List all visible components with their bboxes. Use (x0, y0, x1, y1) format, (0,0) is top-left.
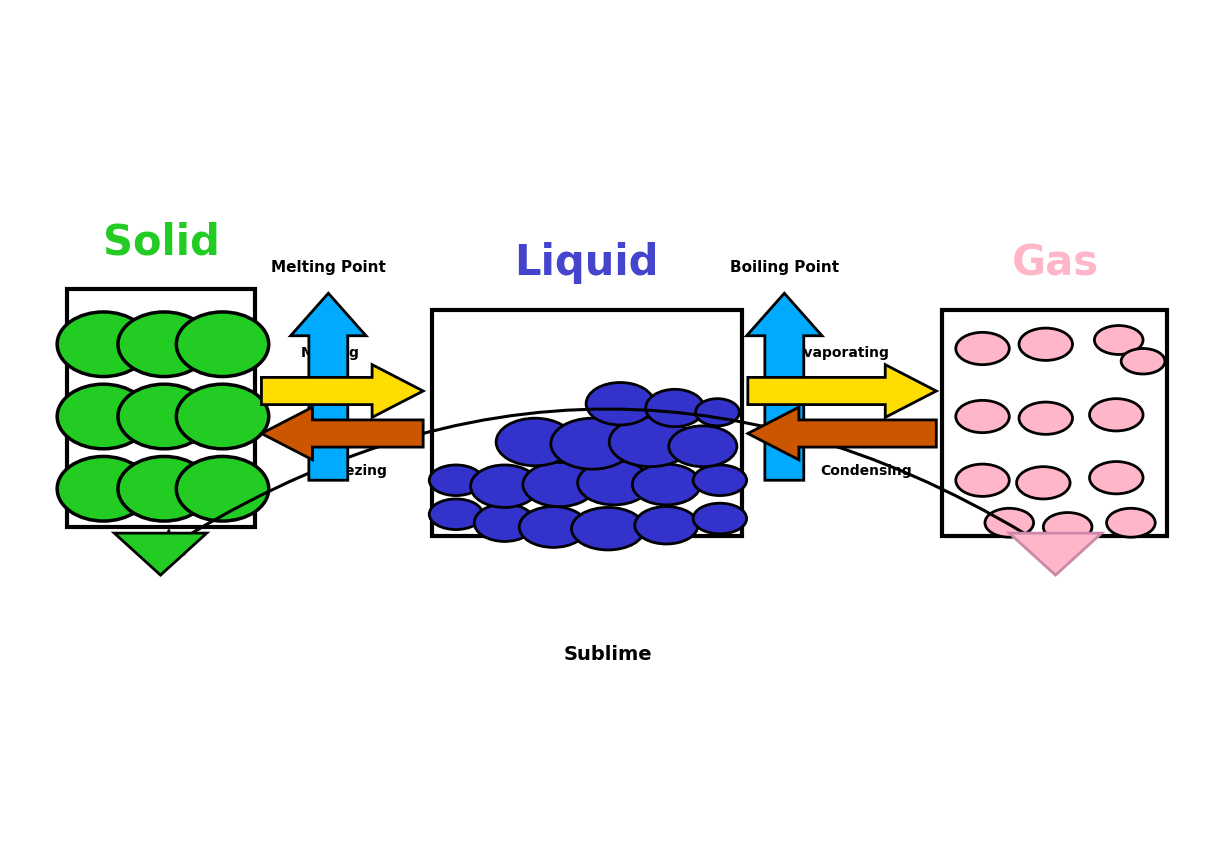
Ellipse shape (646, 389, 704, 427)
Ellipse shape (956, 400, 1009, 433)
FancyArrow shape (748, 365, 936, 417)
Circle shape (118, 456, 210, 521)
Ellipse shape (429, 465, 483, 496)
FancyArrow shape (261, 407, 423, 460)
Ellipse shape (1094, 326, 1143, 354)
Ellipse shape (635, 507, 698, 544)
Text: Liquid: Liquid (514, 242, 659, 285)
Polygon shape (1009, 533, 1102, 575)
Ellipse shape (1121, 348, 1165, 374)
Ellipse shape (693, 503, 747, 534)
Ellipse shape (471, 465, 539, 507)
Circle shape (57, 312, 150, 377)
Circle shape (57, 456, 150, 521)
Text: Evaporating: Evaporating (794, 347, 890, 360)
Bar (67, 289, 255, 527)
Text: Boiling Point: Boiling Point (730, 259, 839, 275)
FancyArrow shape (291, 293, 366, 480)
Text: Melting Point: Melting Point (271, 259, 385, 275)
Ellipse shape (1017, 467, 1070, 499)
Circle shape (118, 384, 210, 449)
Ellipse shape (1043, 513, 1092, 541)
Ellipse shape (519, 507, 587, 547)
Polygon shape (114, 533, 207, 575)
Ellipse shape (1019, 402, 1073, 434)
Circle shape (118, 312, 210, 377)
Ellipse shape (669, 426, 737, 467)
Ellipse shape (1107, 508, 1155, 537)
Text: Gas: Gas (1012, 242, 1098, 285)
Circle shape (176, 312, 269, 377)
Ellipse shape (1090, 399, 1143, 431)
Text: Condensing: Condensing (821, 464, 912, 478)
Ellipse shape (578, 461, 651, 505)
Text: Melting: Melting (300, 347, 360, 360)
Circle shape (176, 456, 269, 521)
Ellipse shape (551, 418, 634, 469)
Ellipse shape (696, 399, 739, 426)
Bar (432, 310, 742, 536)
Ellipse shape (474, 504, 535, 541)
FancyArrowPatch shape (164, 409, 1053, 554)
FancyArrow shape (748, 407, 936, 460)
Ellipse shape (985, 508, 1034, 537)
Text: Solid: Solid (102, 221, 220, 264)
Circle shape (57, 384, 150, 449)
Ellipse shape (429, 499, 483, 530)
Ellipse shape (523, 462, 596, 507)
Text: Freezing: Freezing (321, 464, 388, 478)
Bar (942, 310, 1167, 536)
FancyArrow shape (747, 293, 822, 480)
Circle shape (176, 384, 269, 449)
FancyArrow shape (261, 365, 423, 417)
Ellipse shape (1019, 328, 1073, 360)
Ellipse shape (609, 417, 692, 467)
Ellipse shape (572, 507, 644, 550)
Ellipse shape (956, 464, 1009, 496)
Ellipse shape (956, 332, 1009, 365)
Ellipse shape (693, 465, 747, 496)
Ellipse shape (632, 464, 700, 505)
Ellipse shape (586, 382, 654, 425)
Text: Sublime: Sublime (564, 645, 652, 664)
Ellipse shape (496, 418, 574, 466)
Ellipse shape (1090, 462, 1143, 494)
